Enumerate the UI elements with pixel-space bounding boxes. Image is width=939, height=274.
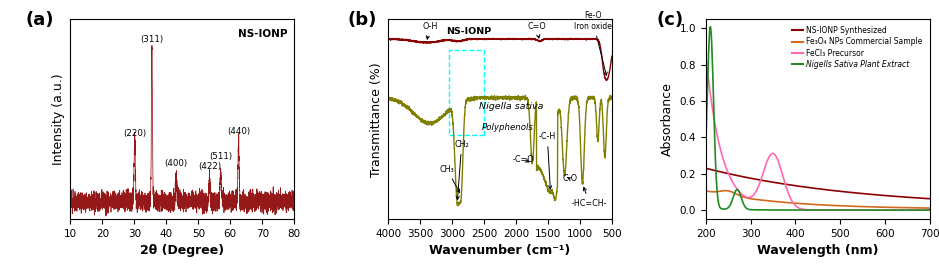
Text: (422): (422): [198, 162, 221, 172]
Text: O-H: O-H: [422, 22, 438, 39]
Text: (440): (440): [227, 127, 250, 136]
Legend: NS-IONP Synthesized, Fe₃O₄ NPs Commercial Sample, FeCl₃ Precursor, Nigells Sativ: NS-IONP Synthesized, Fe₃O₄ NPs Commercia…: [789, 23, 926, 72]
Text: Polyphenols: Polyphenols: [482, 123, 534, 132]
Text: CH₂: CH₂: [454, 140, 470, 199]
Text: -HC=CH-: -HC=CH-: [572, 187, 608, 208]
Text: -C=O: -C=O: [513, 155, 534, 164]
Text: (511): (511): [209, 152, 232, 161]
X-axis label: 2θ (Degree): 2θ (Degree): [140, 244, 224, 258]
Text: NS-IONP: NS-IONP: [238, 29, 287, 39]
X-axis label: Wavenumber (cm⁻¹): Wavenumber (cm⁻¹): [429, 244, 571, 258]
X-axis label: Wavelength (nm): Wavelength (nm): [757, 244, 879, 258]
Y-axis label: Transmittance (%): Transmittance (%): [370, 62, 382, 176]
Text: (c): (c): [656, 11, 684, 29]
Text: Fe-O
Iron oxide: Fe-O Iron oxide: [574, 11, 611, 75]
Bar: [449, 50, 484, 135]
Text: (311): (311): [140, 35, 163, 44]
Text: C=O: C=O: [527, 22, 546, 38]
Text: Nigella sativa: Nigella sativa: [479, 102, 544, 111]
Text: (a): (a): [25, 11, 54, 29]
Text: C-O: C-O: [562, 174, 577, 183]
Text: CH₃: CH₃: [439, 165, 459, 193]
Text: -C-H: -C-H: [539, 132, 556, 189]
Y-axis label: Intensity (a.u.): Intensity (a.u.): [52, 73, 65, 165]
Text: (b): (b): [347, 11, 377, 29]
Text: (400): (400): [164, 159, 188, 168]
Y-axis label: Absorbance: Absorbance: [661, 82, 674, 156]
Text: NS-IONP: NS-IONP: [446, 27, 491, 36]
Text: (220): (220): [123, 129, 146, 138]
